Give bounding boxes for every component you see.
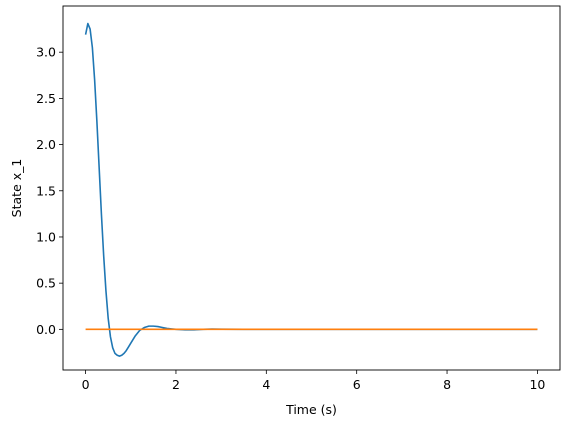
x-tick-label: 10 bbox=[529, 377, 545, 392]
x-tick-label: 0 bbox=[82, 377, 90, 392]
y-axis-label: State x_1 bbox=[9, 159, 24, 218]
y-tick-label: 2.5 bbox=[36, 91, 56, 106]
x-tick-label: 8 bbox=[443, 377, 451, 392]
y-axis-ticks: 0.0 0.5 1.0 1.5 2.0 2.5 3.0 bbox=[36, 45, 63, 337]
y-tick-label: 2.0 bbox=[36, 137, 56, 152]
x-tick-label: 6 bbox=[353, 377, 361, 392]
series-layer bbox=[84, 22, 538, 357]
y-tick-label: 1.0 bbox=[36, 229, 56, 244]
y-tick-label: 3.0 bbox=[36, 45, 56, 60]
y-tick-label: 0.0 bbox=[36, 322, 56, 337]
x-axis-ticks: 0 2 4 6 8 10 bbox=[82, 370, 545, 392]
y-tick-label: 1.5 bbox=[36, 183, 56, 198]
x-tick-label: 4 bbox=[262, 377, 270, 392]
plot-frame bbox=[62, 5, 561, 371]
y-tick-label: 0.5 bbox=[36, 276, 56, 291]
x-tick-label: 2 bbox=[172, 377, 180, 392]
x-axis-label: Time (s) bbox=[285, 402, 337, 417]
